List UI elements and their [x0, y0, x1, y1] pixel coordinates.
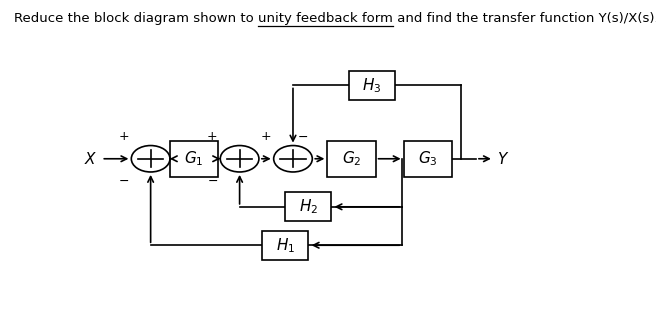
Text: $-$: $-$ [297, 130, 308, 143]
Text: $G_2$: $G_2$ [342, 149, 361, 168]
Ellipse shape [131, 145, 170, 172]
Bar [285, 193, 331, 221]
Bar [327, 141, 376, 177]
Text: and find the transfer function Y(s)/X(s).: and find the transfer function Y(s)/X(s)… [394, 12, 656, 25]
Text: $G_1$: $G_1$ [184, 149, 203, 168]
Bar [349, 71, 395, 100]
Text: Reduce the block diagram shown to: Reduce the block diagram shown to [14, 12, 258, 25]
Ellipse shape [220, 145, 259, 172]
Text: +: + [118, 130, 129, 143]
Text: unity feedback form: unity feedback form [258, 12, 394, 25]
Text: $G_3$: $G_3$ [418, 149, 438, 168]
Bar [403, 141, 452, 177]
Text: +: + [260, 130, 271, 143]
Text: $-$: $-$ [117, 174, 129, 188]
Text: $X$: $X$ [84, 151, 97, 167]
Text: $-$: $-$ [207, 174, 218, 188]
Text: $H_2$: $H_2$ [298, 197, 318, 216]
Text: +: + [207, 130, 218, 143]
Text: $H_3$: $H_3$ [362, 76, 381, 95]
Text: $H_1$: $H_1$ [276, 236, 295, 255]
Ellipse shape [274, 145, 312, 172]
Bar [262, 231, 308, 260]
Bar [170, 141, 218, 177]
Text: $Y$: $Y$ [497, 151, 510, 167]
